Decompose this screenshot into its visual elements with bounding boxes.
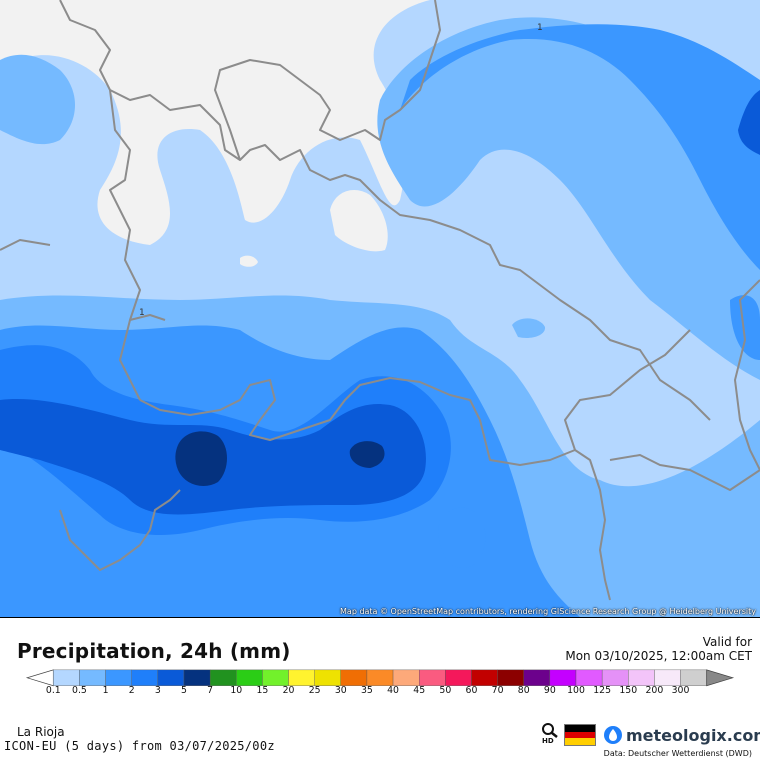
legend-label: 15 bbox=[256, 685, 268, 696]
legend-swatch bbox=[340, 669, 368, 686]
legend-label: 40 bbox=[387, 685, 399, 696]
legend-label: 70 bbox=[492, 685, 504, 696]
legend-swatch bbox=[157, 669, 185, 686]
germany-flag-icon bbox=[564, 724, 596, 746]
legend-label: 50 bbox=[439, 685, 451, 696]
legend-swatch bbox=[131, 669, 159, 686]
legend-label: 90 bbox=[544, 685, 556, 696]
legend-label: 0.5 bbox=[72, 685, 87, 696]
legend-label: 10 bbox=[230, 685, 242, 696]
hd-zoom-button[interactable]: HD bbox=[541, 722, 559, 748]
legend-swatch bbox=[628, 669, 655, 686]
legend-swatch bbox=[497, 669, 524, 686]
color-legend: 0.1 0.5 1 2 3 5 7 10 15 20 25 30 35 40 45 50 60 70 80 90 100… bbox=[25, 669, 735, 696]
legend-swatch bbox=[183, 669, 211, 686]
dry-pocket-2 bbox=[240, 255, 258, 267]
legend-swatch bbox=[392, 669, 420, 686]
legend-label: 7 bbox=[207, 685, 213, 696]
legend-swatch bbox=[654, 669, 681, 686]
precip-cell-se bbox=[438, 507, 486, 569]
legend-swatch bbox=[549, 669, 577, 686]
legend-swatch bbox=[445, 669, 472, 686]
data-source: Data: Deutscher Wetterdienst (DWD) bbox=[603, 749, 752, 758]
legend-swatch bbox=[471, 669, 498, 686]
legend-label: 125 bbox=[593, 685, 611, 696]
legend-swatch bbox=[575, 669, 603, 686]
magnifier-icon bbox=[542, 723, 558, 738]
legend-swatch bbox=[523, 669, 551, 686]
legend-label: 200 bbox=[645, 685, 663, 696]
legend-label: 1 bbox=[103, 685, 109, 696]
legend-label: 45 bbox=[413, 685, 425, 696]
legend-label: 300 bbox=[672, 685, 690, 696]
legend-label: 30 bbox=[335, 685, 347, 696]
legend-label: 3 bbox=[155, 685, 161, 696]
precip-band-0-5-nw bbox=[0, 54, 75, 145]
legend-swatch bbox=[288, 669, 315, 686]
valid-date: Mon 03/10/2025, 12:00am CET bbox=[565, 649, 752, 663]
legend-under-arrow bbox=[25, 669, 54, 687]
legend-swatch bbox=[236, 669, 263, 686]
legend-label: 100 bbox=[567, 685, 585, 696]
precip-band-5-b bbox=[349, 441, 385, 468]
legend-label: 20 bbox=[283, 685, 295, 696]
legend-label: 5 bbox=[181, 685, 187, 696]
flag-stripe-gold bbox=[565, 738, 595, 745]
legend-swatch bbox=[314, 669, 341, 686]
region-name: La Rioja bbox=[17, 725, 65, 739]
precip-band-1-ne bbox=[400, 24, 760, 270]
precip-cell-mid bbox=[512, 318, 546, 338]
legend-swatch bbox=[601, 669, 629, 686]
legend-label: 0.1 bbox=[46, 685, 61, 696]
model-run-info: ICON-EU (5 days) from 03/07/2025/00z bbox=[4, 739, 275, 753]
brand-name: meteologix.com bbox=[626, 725, 760, 745]
legend-swatch bbox=[366, 669, 394, 686]
contour-label-1-north: 1 bbox=[537, 23, 543, 33]
legend-swatch bbox=[79, 669, 106, 686]
dry-pocket bbox=[330, 190, 388, 252]
border-lines bbox=[0, 0, 760, 601]
legend-label: 25 bbox=[309, 685, 321, 696]
flag-stripe-black bbox=[565, 725, 595, 732]
meteologix-logo[interactable]: meteologix.com bbox=[603, 723, 760, 747]
map-title: Precipitation, 24h (mm) bbox=[17, 639, 291, 663]
precip-cell-e bbox=[730, 295, 760, 360]
legend-swatch bbox=[53, 669, 80, 686]
legend-label: 60 bbox=[466, 685, 478, 696]
legend-swatch bbox=[419, 669, 446, 686]
legend-label: 35 bbox=[361, 685, 373, 696]
valid-for-label: Valid for bbox=[702, 635, 752, 649]
legend-label: 150 bbox=[619, 685, 637, 696]
legend-swatch bbox=[680, 669, 707, 686]
brand-drop-icon bbox=[604, 726, 622, 744]
hd-label: HD bbox=[542, 737, 554, 745]
precipitation-map[interactable]: 1 1 Map data © OpenStreetMap contributor… bbox=[0, 0, 760, 617]
map-canvas: 1 1 bbox=[0, 0, 760, 617]
precip-band-5-a bbox=[175, 431, 227, 486]
flag-stripe-red bbox=[565, 731, 595, 739]
legend-swatch bbox=[209, 669, 237, 686]
map-attribution: Map data © OpenStreetMap contributors, r… bbox=[340, 607, 756, 616]
legend-label: 2 bbox=[129, 685, 135, 696]
legend-swatch bbox=[262, 669, 289, 686]
precip-band-3-ne bbox=[738, 90, 760, 155]
legend-swatch bbox=[105, 669, 132, 686]
legend-label: 80 bbox=[518, 685, 530, 696]
footer-panel: Precipitation, 24h (mm) Valid for Mon 03… bbox=[0, 617, 760, 760]
legend-over-arrow bbox=[706, 669, 735, 687]
contour-label-1-west: 1 bbox=[139, 308, 145, 318]
